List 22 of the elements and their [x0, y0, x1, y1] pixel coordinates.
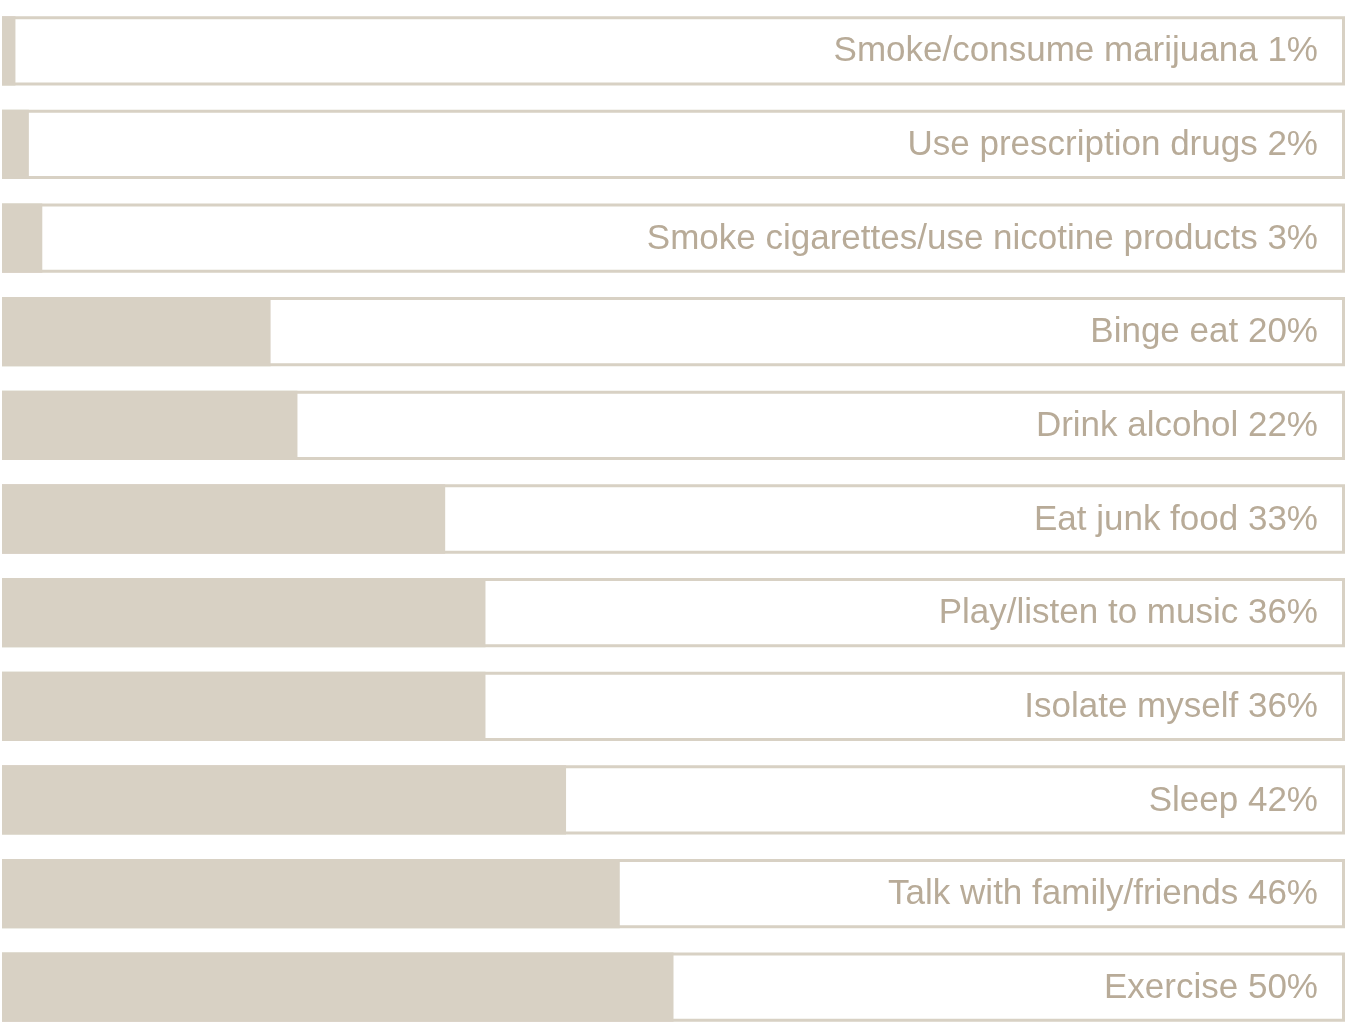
y-tick-label: Sleep [1148, 778, 1239, 818]
data-label: 1% [1267, 29, 1318, 69]
y-tick-label: Isolate myself [1024, 684, 1239, 724]
y-tick-label: Smoke cigarettes/use nicotine products [646, 216, 1258, 256]
y-tick-label: Binge eat [1090, 310, 1239, 350]
y-tick-label: Talk with family/friends [888, 872, 1239, 912]
data-label: 50% [1247, 965, 1318, 1005]
y-tick-label: Use prescription drugs [907, 123, 1258, 163]
y-tick-label: Play/listen to music [938, 591, 1239, 631]
y-tick-label: Eat junk food [1033, 497, 1239, 537]
data-label: 22% [1247, 404, 1318, 444]
data-label: 3% [1267, 216, 1318, 256]
data-label: 20% [1247, 310, 1318, 350]
data-label: 36% [1247, 591, 1318, 631]
data-label: 2% [1267, 123, 1318, 163]
y-tick-label: Smoke/consume marijuana [833, 29, 1259, 69]
data-label: 46% [1247, 872, 1318, 912]
data-label: 33% [1247, 497, 1318, 537]
y-tick-label: Drink alcohol [1035, 404, 1239, 444]
data-label: 36% [1247, 684, 1318, 724]
y-tick-label: Exercise [1104, 965, 1239, 1005]
data-label: 42% [1247, 778, 1318, 818]
